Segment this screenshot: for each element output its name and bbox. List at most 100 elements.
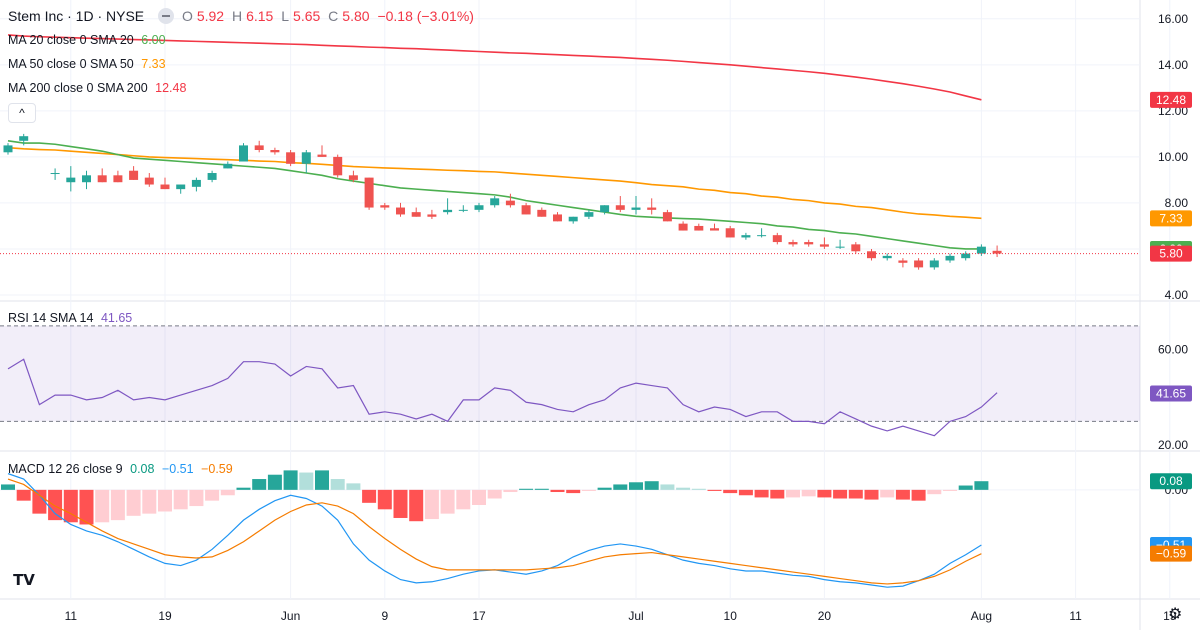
time-axis-label: 11 [65, 609, 78, 623]
macd-hist-bar [205, 489, 220, 501]
close-value: 5.80 [342, 8, 370, 24]
price-badge-bg [1150, 91, 1192, 108]
rsi-legend[interactable]: RSI 14 SMA 14 41.65 [8, 311, 137, 325]
symbol-legend: Stem Inc · 1D · NYSE O 5.92 H 6.15 L 5.65 C… [8, 8, 478, 24]
candle-body [694, 225, 704, 231]
candle-body [348, 175, 358, 180]
time-axis-label: Jul [628, 609, 643, 623]
price-axis-label: 4.00 [1165, 288, 1189, 302]
price-badge: 7.33 [1159, 211, 1183, 225]
candle-body [819, 244, 829, 247]
candle-body [223, 163, 233, 169]
candle-body [458, 209, 468, 211]
macd-hist-bar [597, 487, 612, 490]
candle-body [741, 235, 751, 238]
macd-hist-bar [864, 489, 879, 500]
price-axis-label: 8.00 [1165, 196, 1189, 210]
macd-hist-bar [613, 484, 628, 490]
macd-signal-value: −0.59 [201, 462, 233, 476]
macd-hist-bar [283, 470, 298, 490]
macd-hist-bar [660, 484, 675, 490]
candle-body [945, 255, 955, 261]
candle-body [600, 205, 610, 213]
rsi-axis-label: 20.00 [1158, 438, 1188, 452]
ma20-line [7, 140, 982, 250]
price-badge: 5.80 [1159, 247, 1183, 261]
macd-hist-bar [48, 489, 63, 521]
open-label: O [181, 8, 193, 24]
macd-hist-bar [252, 479, 267, 490]
time-axis-label: 17 [472, 609, 486, 623]
candle-body [867, 251, 876, 259]
collapse-legend-button[interactable]: ^ [8, 103, 36, 123]
macd-hist-bar [848, 489, 863, 499]
candle-body [97, 175, 107, 183]
ma50-value: 7.33 [141, 57, 166, 71]
ma200-legend[interactable]: MA 200 close 0 SMA 200 12.48 [8, 81, 190, 95]
macd-hist-bar [911, 489, 926, 501]
low-value: 5.65 [293, 8, 321, 24]
macd-hist-bar [833, 489, 848, 499]
ma50-legend[interactable]: MA 50 close 0 SMA 50 7.33 [8, 57, 170, 71]
macd-badge: −0.59 [1156, 547, 1187, 561]
candle-body [66, 177, 76, 183]
macd-hist-bar [519, 488, 534, 490]
ma20-legend[interactable]: MA 20 close 0 SMA 20 6.00 [8, 33, 170, 47]
macd-hist-bar [707, 489, 722, 491]
macd-hist-bar [236, 487, 251, 490]
macd-hist-bar [581, 489, 596, 491]
candle-body [176, 184, 186, 190]
time-axis-label: 11 [1069, 609, 1082, 623]
symbol-title[interactable]: Stem Inc · 1D · NYSE [8, 8, 145, 24]
candle-body [725, 228, 735, 238]
macd-hist-bar [534, 488, 549, 490]
candle-body [631, 207, 641, 210]
candle-body [191, 179, 201, 187]
candle-body [553, 214, 562, 222]
candle-body [207, 173, 217, 180]
signal-line [7, 478, 982, 585]
macd-hist-bar [487, 489, 502, 499]
candle-body [380, 205, 390, 208]
macd-hist-bar [393, 489, 408, 518]
rsi-badge: 41.65 [1156, 387, 1186, 401]
macd-badge-bg [1150, 545, 1192, 562]
price-badge-bg [1150, 245, 1192, 262]
macd-hist-bar [1, 484, 15, 490]
macd-hist-bar [472, 489, 486, 505]
candle-body [537, 209, 547, 217]
candle-body [82, 175, 91, 183]
candle-body [584, 212, 594, 217]
tradingview-logo-icon[interactable]: TV [8, 566, 40, 594]
macd-hist-bar [220, 489, 235, 496]
time-axis-label: 19 [158, 609, 172, 623]
eye-icon[interactable] [158, 8, 175, 24]
candle-body [647, 207, 657, 210]
macd-hist-bar [974, 481, 989, 490]
rsi-band [0, 325, 1140, 422]
candle-body [505, 200, 515, 206]
candle-body [19, 136, 29, 141]
macd-hist-bar [958, 485, 973, 490]
macd-hist-bar [691, 488, 706, 490]
price-axis-label: 14.00 [1158, 58, 1188, 72]
change-value: −0.18 (−3.01%) [377, 8, 474, 24]
candle-body [929, 260, 939, 268]
macd-hist-bar [738, 489, 753, 496]
gear-icon[interactable]: ⚙ [1168, 604, 1183, 623]
macd-badge-bg [1150, 473, 1192, 490]
candle-body [851, 244, 861, 252]
candle-body [568, 216, 578, 222]
candle-body [490, 198, 500, 206]
macd-legend[interactable]: MACD 12 26 close 9 0.08 −0.51 −0.59 [8, 462, 237, 476]
macd-hist-bar [158, 489, 172, 512]
macd-hist-bar [817, 489, 832, 498]
candle-body [757, 235, 767, 237]
macd-hist-bar [440, 489, 455, 514]
high-label: H [231, 8, 243, 24]
time-axis-label: Jun [281, 609, 300, 623]
macd-hist-bar [32, 489, 47, 514]
candle-body [710, 228, 719, 231]
candle-body [50, 173, 60, 175]
